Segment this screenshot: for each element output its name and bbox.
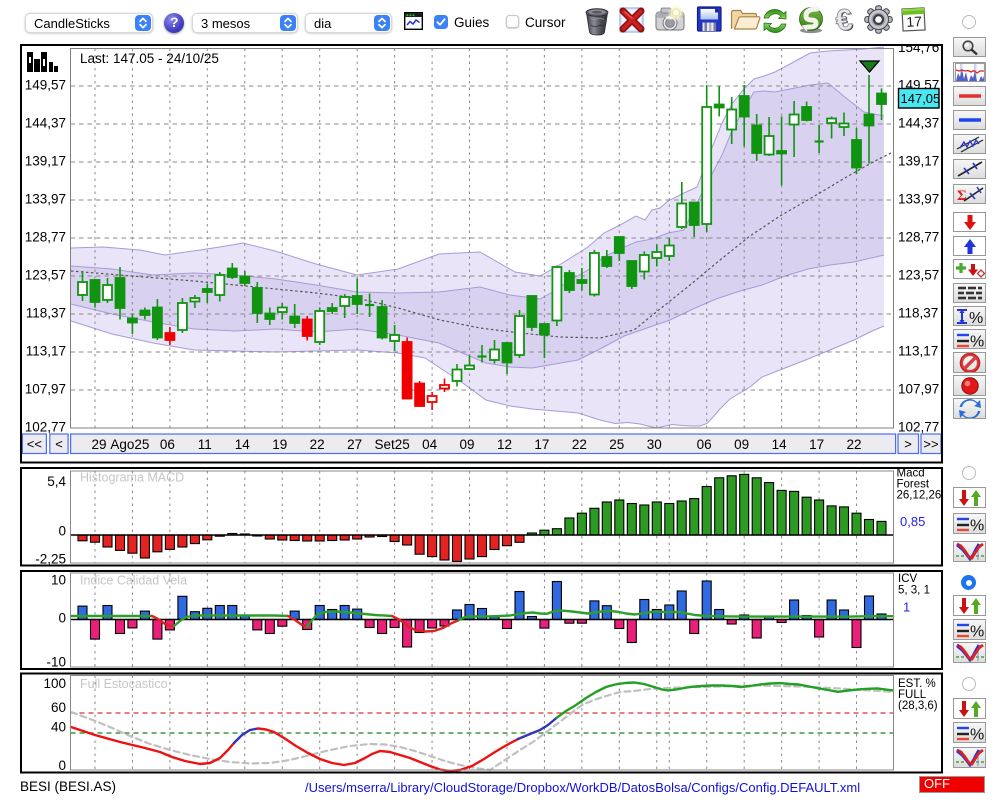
svg-text:22: 22 xyxy=(310,437,325,452)
svg-text:06: 06 xyxy=(160,437,175,452)
svg-text:128,77: 128,77 xyxy=(898,230,939,245)
svg-text:ICV: ICV xyxy=(898,573,918,585)
svg-text:30: 30 xyxy=(647,437,662,452)
svg-text:€: € xyxy=(835,6,856,36)
svg-text:Set25: Set25 xyxy=(374,437,409,452)
svg-text:EST. %: EST. % xyxy=(898,678,936,690)
svg-text:06: 06 xyxy=(697,437,712,452)
svg-text:<<: << xyxy=(27,437,42,452)
svg-text:0: 0 xyxy=(58,611,66,626)
svg-text:(28,3,6): (28,3,6) xyxy=(898,700,938,712)
svg-text:5,4: 5,4 xyxy=(47,474,66,489)
svg-text:0: 0 xyxy=(58,758,66,773)
svg-text:17: 17 xyxy=(809,437,824,452)
svg-text:>: > xyxy=(904,437,912,452)
svg-text:%: % xyxy=(970,727,984,743)
svg-text:133,97: 133,97 xyxy=(898,192,939,207)
svg-text:%: % xyxy=(970,518,984,534)
svg-text:€: € xyxy=(833,6,854,36)
svg-text:Indice Calidad Vela: Indice Calidad Vela xyxy=(80,574,187,588)
svg-text:27: 27 xyxy=(347,437,362,452)
svg-text:Full Estocastico: Full Estocastico xyxy=(80,677,168,691)
svg-text:17: 17 xyxy=(906,13,923,30)
svg-text:118,37: 118,37 xyxy=(898,306,938,321)
svg-text:>>: >> xyxy=(923,437,938,452)
svg-text:118,37: 118,37 xyxy=(26,306,66,321)
svg-text:%: % xyxy=(970,624,984,640)
svg-text:Macd: Macd xyxy=(897,468,925,480)
svg-text:149,57: 149,57 xyxy=(25,78,66,93)
svg-text:14: 14 xyxy=(235,437,251,452)
svg-text:107,97: 107,97 xyxy=(25,382,66,397)
svg-text:5, 3, 1: 5, 3, 1 xyxy=(898,585,930,597)
svg-text:147,05: 147,05 xyxy=(901,91,941,106)
svg-text:0,85: 0,85 xyxy=(900,514,925,529)
svg-text:100: 100 xyxy=(43,676,66,691)
svg-text:12: 12 xyxy=(497,437,512,452)
svg-text:25: 25 xyxy=(609,437,624,452)
svg-text:0: 0 xyxy=(58,524,66,539)
svg-text:139,17: 139,17 xyxy=(898,154,939,169)
svg-text:144,37: 144,37 xyxy=(25,116,66,131)
svg-text:Histograma MACD: Histograma MACD xyxy=(80,471,184,485)
svg-text:04: 04 xyxy=(422,437,438,452)
svg-text:Last: 147.05 - 24/10/25: Last: 147.05 - 24/10/25 xyxy=(80,51,219,66)
svg-text:123,57: 123,57 xyxy=(898,268,939,283)
svg-text:Forest: Forest xyxy=(897,479,930,491)
svg-text:19: 19 xyxy=(272,437,287,452)
svg-text:102,77: 102,77 xyxy=(898,420,939,435)
svg-text:128,77: 128,77 xyxy=(25,230,66,245)
svg-text:60: 60 xyxy=(51,700,66,715)
svg-text:22: 22 xyxy=(846,437,861,452)
svg-text:FULL: FULL xyxy=(898,689,927,701)
svg-text:Ago25: Ago25 xyxy=(110,437,149,452)
svg-text:139,17: 139,17 xyxy=(25,154,66,169)
svg-text:29: 29 xyxy=(91,437,106,452)
svg-text:09: 09 xyxy=(734,437,749,452)
svg-text:<: < xyxy=(55,437,63,452)
svg-text:1: 1 xyxy=(903,600,910,615)
svg-text:11: 11 xyxy=(198,437,212,452)
svg-text:40: 40 xyxy=(51,720,66,735)
svg-text:113,17: 113,17 xyxy=(898,344,938,359)
svg-text:%: % xyxy=(970,333,984,349)
svg-text:09: 09 xyxy=(459,437,474,452)
svg-text:26,12,26: 26,12,26 xyxy=(897,490,942,502)
svg-text:-2,25: -2,25 xyxy=(35,552,66,567)
svg-text:133,97: 133,97 xyxy=(25,192,66,207)
svg-text:22: 22 xyxy=(572,437,587,452)
svg-text:10: 10 xyxy=(51,573,66,588)
svg-text:17: 17 xyxy=(534,437,549,452)
svg-text:14: 14 xyxy=(772,437,788,452)
svg-text:Σ: Σ xyxy=(957,188,967,203)
svg-text:144,37: 144,37 xyxy=(898,116,939,131)
svg-text:%: % xyxy=(969,310,983,326)
svg-text:-10: -10 xyxy=(46,655,66,670)
svg-text:113,17: 113,17 xyxy=(26,344,66,359)
svg-text:102,77: 102,77 xyxy=(25,420,66,435)
svg-text:123,57: 123,57 xyxy=(25,268,66,283)
svg-text:107,97: 107,97 xyxy=(898,382,939,397)
